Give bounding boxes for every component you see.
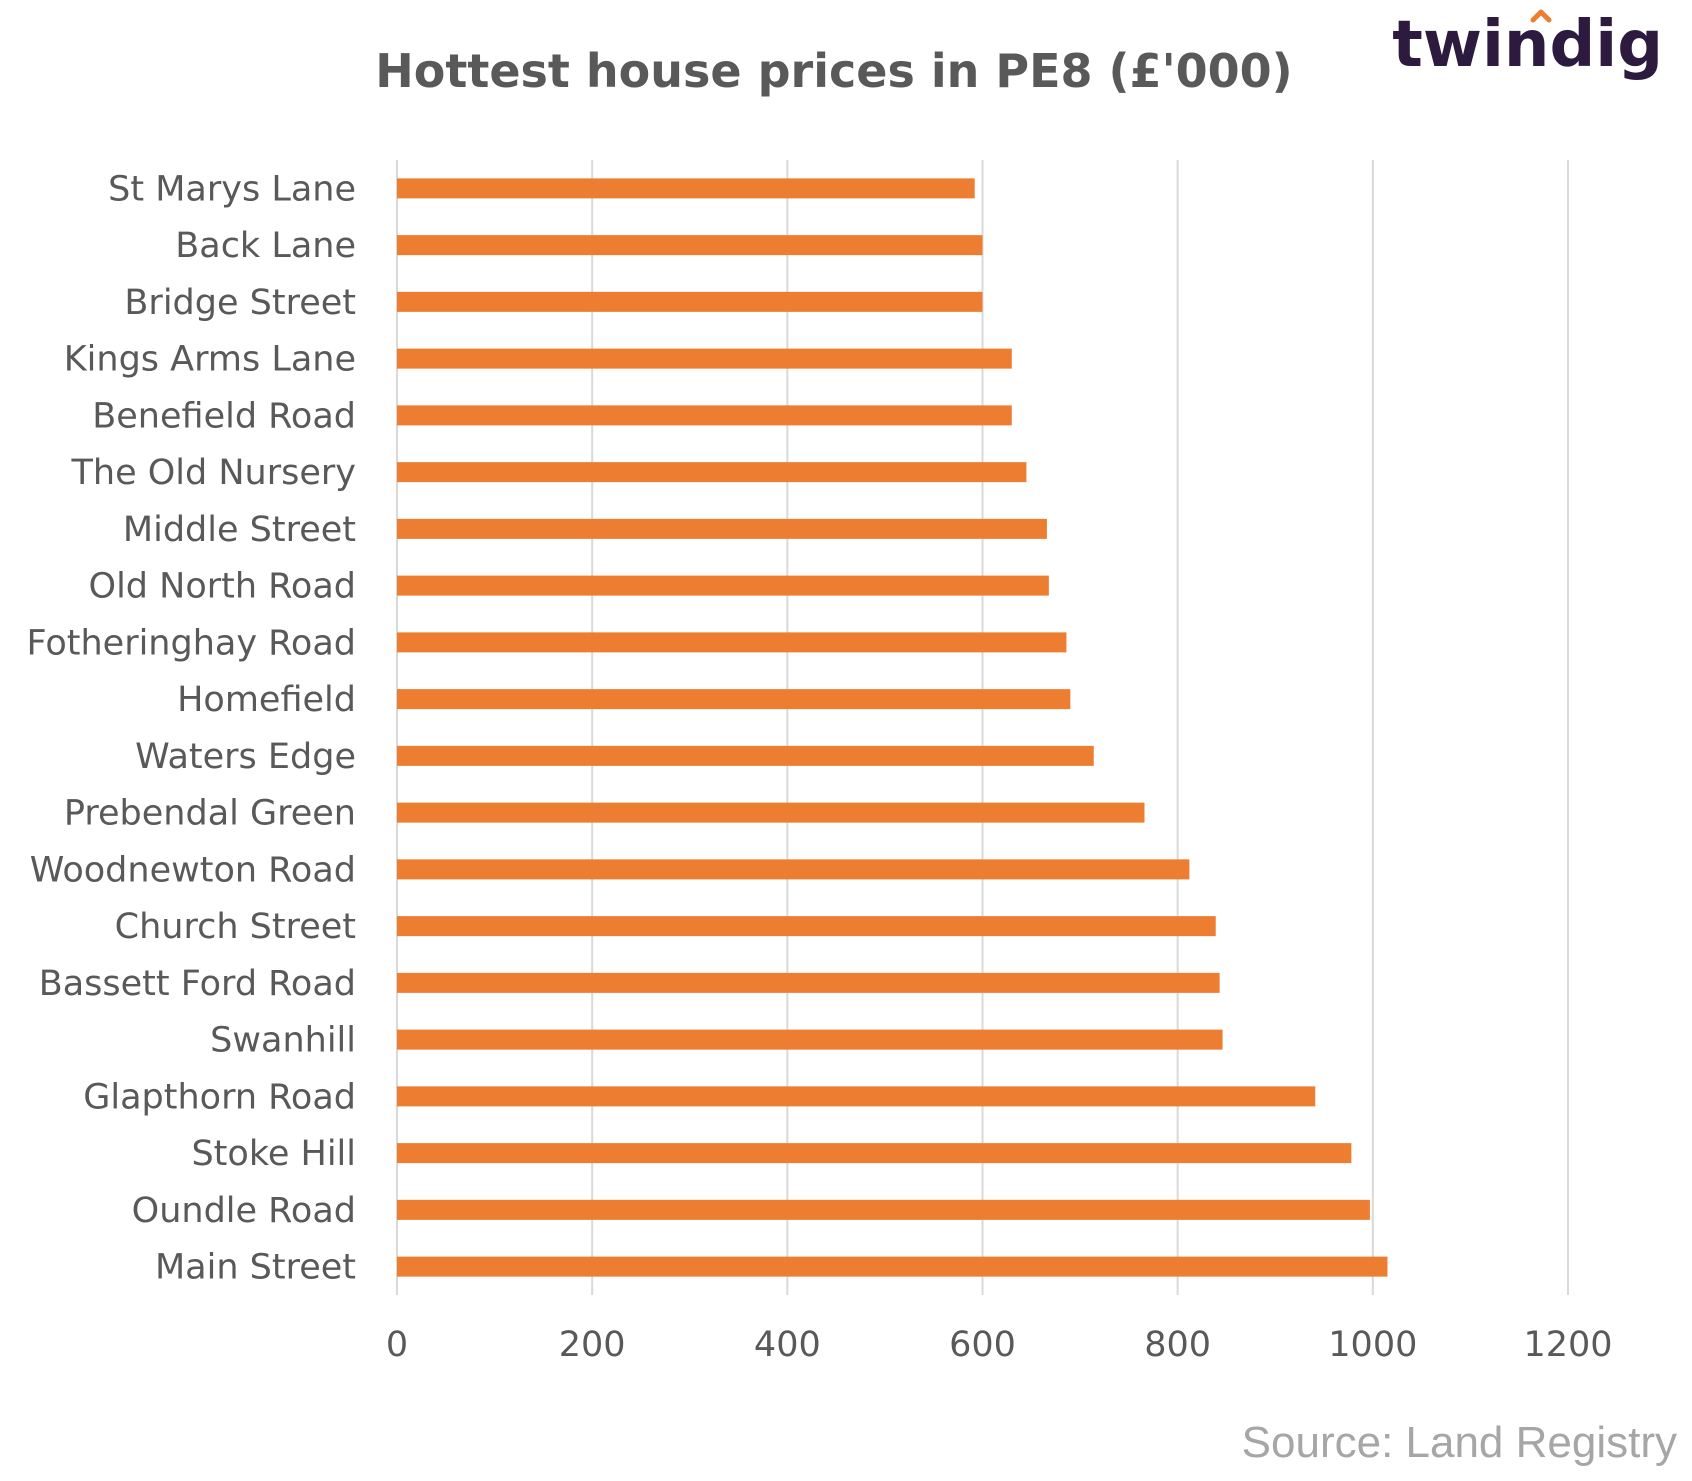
category-label: Waters Edge [135, 737, 356, 777]
bar-bridge-street [397, 291, 983, 312]
bars [397, 178, 1388, 1277]
gridlines [396, 160, 1569, 1295]
category-label: Back Lane [175, 226, 356, 266]
bar-benefield-road [397, 405, 1012, 426]
category-label: Middle Street [123, 510, 356, 550]
x-tick-label: 400 [754, 1325, 821, 1365]
bar-glapthorn-road [397, 1086, 1316, 1107]
bar-fotheringhay-road [397, 632, 1067, 653]
category-label: Prebendal Green [64, 794, 356, 834]
category-label: Fotheringhay Road [26, 623, 356, 663]
x-tick-label: 1200 [1523, 1325, 1612, 1365]
chart-title: Hottest house prices in PE8 (£'000) [375, 44, 1292, 98]
x-tick-label: 600 [949, 1325, 1016, 1365]
x-tick-label: 800 [1144, 1325, 1211, 1365]
bar-main-street [397, 1256, 1388, 1277]
bar-prebendal-green [397, 802, 1145, 823]
category-label: Church Street [115, 907, 356, 947]
twindig-logo: twindig [1392, 8, 1663, 82]
bar-middle-street [397, 518, 1047, 539]
category-label: Old North Road [89, 567, 356, 607]
bar-st-marys-lane [397, 178, 975, 199]
x-tick-label: 200 [559, 1325, 626, 1365]
category-label: Benefield Road [92, 396, 356, 436]
bar-waters-edge [397, 745, 1094, 766]
bar-kings-arms-lane [397, 348, 1012, 369]
bar-stoke-hill [397, 1143, 1352, 1164]
category-label: Main Street [155, 1248, 356, 1288]
tick-labels: 0 200 400 600 800 1000 1200 [386, 1325, 1613, 1365]
bar-bassett-ford-road [397, 972, 1220, 993]
source-note: Source: Land Registry [1242, 1418, 1677, 1467]
bar-oundle-road [397, 1199, 1370, 1220]
bar-homefield [397, 689, 1071, 710]
category-label: Oundle Road [132, 1191, 356, 1231]
category-label: Swanhill [210, 1021, 356, 1061]
bar-woodnewton-road [397, 859, 1190, 880]
bar-back-lane [397, 235, 983, 256]
bar-the-old-nursery [397, 462, 1027, 483]
category-label: The Old Nursery [71, 453, 356, 493]
bar-swanhill [397, 1029, 1223, 1050]
category-label: Bassett Ford Road [39, 964, 356, 1004]
category-labels: St Marys Lane Back Lane Bridge Street Kings… [26, 169, 356, 1287]
category-label: St Marys Lane [108, 169, 356, 209]
x-tick-label: 0 [386, 1325, 408, 1365]
category-label: Bridge Street [124, 283, 356, 323]
category-label: Stoke Hill [191, 1134, 356, 1174]
category-label: Woodnewton Road [30, 850, 356, 890]
category-label: Homefield [177, 680, 356, 720]
logo-text: twindig [1392, 8, 1663, 82]
bar-church-street [397, 916, 1216, 937]
x-tick-label: 1000 [1328, 1325, 1417, 1365]
bar-old-north-road [397, 575, 1049, 596]
category-label: Glapthorn Road [83, 1077, 356, 1117]
category-label: Kings Arms Lane [64, 340, 356, 380]
roof-icon [1530, 9, 1552, 23]
